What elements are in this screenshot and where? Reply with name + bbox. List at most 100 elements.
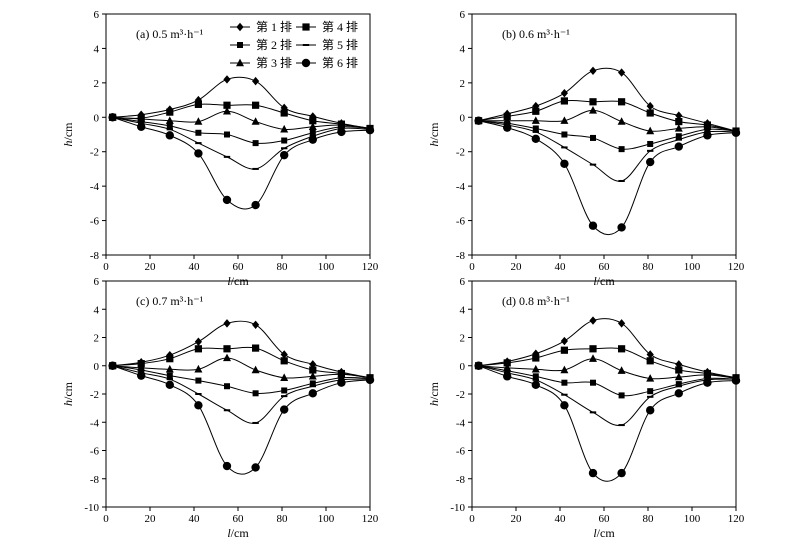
legend-marker — [237, 42, 243, 48]
x-tick-label: 0 — [469, 513, 475, 525]
series-line — [478, 109, 737, 132]
data-point — [280, 124, 289, 133]
x-tick-label: 80 — [277, 513, 289, 525]
series-line — [112, 346, 371, 379]
data-point — [531, 116, 540, 124]
data-point — [252, 167, 259, 170]
x-tick-label: 60 — [233, 261, 245, 273]
data-point — [561, 379, 568, 386]
data-point — [308, 135, 317, 144]
data-point — [561, 146, 568, 149]
y-tick-label: 0 — [94, 361, 100, 373]
x-tick-label: 20 — [511, 261, 523, 273]
series-3 — [474, 106, 740, 135]
y-tick-label: -2 — [90, 147, 99, 159]
data-point — [223, 345, 231, 353]
data-point — [251, 365, 260, 374]
data-point — [194, 117, 203, 125]
y-tick-label: -4 — [456, 417, 466, 429]
series-line — [112, 320, 371, 379]
data-point — [588, 468, 598, 478]
series-4 — [475, 97, 740, 135]
data-point — [531, 134, 540, 144]
data-point — [137, 363, 146, 372]
data-point — [675, 133, 682, 140]
data-point — [703, 369, 711, 378]
data-point — [281, 147, 288, 150]
x-tick-label: 60 — [599, 261, 611, 273]
data-point — [309, 385, 316, 388]
data-point — [703, 378, 712, 387]
data-point — [280, 350, 288, 359]
data-point — [194, 100, 202, 108]
data-point — [166, 355, 174, 363]
y-axis-label: h/cm — [61, 122, 75, 147]
data-point — [589, 354, 597, 362]
y-axis-label: h/cm — [427, 122, 441, 147]
data-point — [308, 389, 317, 398]
data-point — [280, 405, 289, 414]
data-point — [309, 117, 317, 125]
data-point — [281, 387, 288, 394]
data-point — [252, 390, 259, 397]
data-point — [195, 377, 202, 384]
x-tick-label: 100 — [684, 513, 701, 525]
data-point — [194, 149, 203, 158]
x-tick-label: 0 — [469, 261, 475, 273]
plot-frame — [471, 280, 737, 508]
series-line — [112, 110, 371, 131]
data-point — [194, 364, 203, 373]
x-tick-label: 60 — [599, 513, 611, 525]
data-point — [137, 114, 145, 122]
data-point — [223, 155, 231, 158]
x-tick-label: 100 — [318, 261, 335, 273]
data-point — [166, 378, 173, 381]
data-point — [532, 107, 540, 115]
series-line — [112, 365, 371, 475]
series-line — [112, 116, 371, 144]
data-point — [137, 360, 145, 368]
data-point — [166, 108, 174, 116]
series-line — [478, 67, 737, 132]
data-point — [618, 345, 626, 353]
data-point — [618, 392, 625, 399]
data-point — [731, 128, 741, 137]
data-point — [166, 128, 173, 131]
x-tick-label: 0 — [103, 261, 109, 273]
legend-label: 第 6 排 — [322, 56, 358, 70]
data-point — [195, 142, 202, 145]
data-point — [365, 375, 375, 385]
data-point — [252, 344, 260, 352]
y-tick-label: 6 — [94, 276, 100, 288]
data-point — [166, 372, 173, 379]
legend: 第 1 排第 2 排第 3 排 第 4 排第 5 排第 6 排 — [230, 20, 358, 70]
data-point — [503, 359, 511, 367]
data-point — [222, 461, 232, 471]
data-point — [617, 366, 626, 374]
legend-label: 第 5 排 — [322, 38, 358, 52]
data-point — [646, 101, 654, 111]
legend-marker — [301, 58, 311, 68]
data-point — [280, 103, 288, 113]
y-tick-label: -6 — [90, 446, 100, 458]
series-line — [478, 318, 737, 379]
data-point — [281, 395, 288, 398]
legend-label: 第 2 排 — [256, 38, 292, 52]
series-line — [478, 365, 737, 426]
data-point — [532, 378, 539, 381]
x-tick-label: 20 — [145, 513, 157, 525]
data-point — [165, 380, 174, 390]
series-line — [112, 103, 371, 129]
y-tick-label: 4 — [460, 304, 466, 316]
x-tick-label: 40 — [189, 513, 201, 525]
chart-panel-3: 0 20 40 60 80 100 120 -10 -8 -6 -4 -2 0 2 4 6 l/cm h/cm (c… — [61, 276, 379, 540]
y-tick-label: 6 — [460, 9, 466, 21]
data-point — [560, 401, 569, 410]
series-line — [112, 365, 371, 424]
data-point — [589, 411, 597, 414]
data-point — [281, 137, 288, 144]
series-line — [478, 99, 737, 132]
y-tick-label: 0 — [460, 361, 466, 373]
panel-label: (b) 0.6 m³·h⁻¹ — [502, 27, 570, 41]
